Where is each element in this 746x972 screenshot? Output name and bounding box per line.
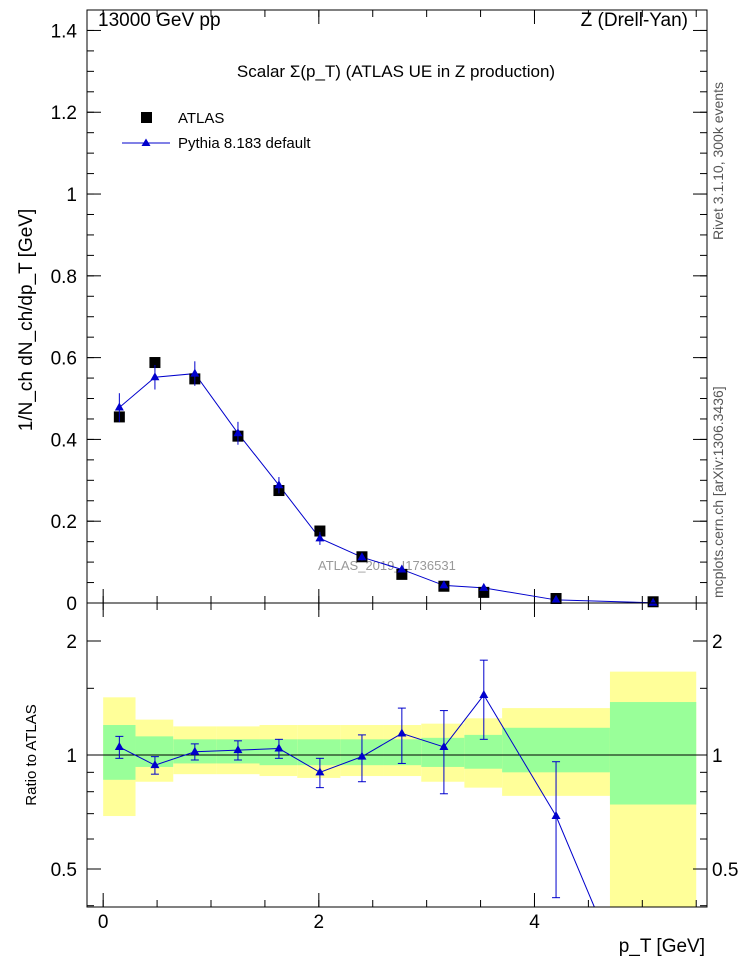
legend-mc-label: Pythia 8.183 default <box>178 135 311 152</box>
legend: ATLAS Pythia 8.183 default <box>122 110 311 152</box>
mc-data-point <box>150 372 160 381</box>
ratio-data-point <box>274 743 284 752</box>
main-marks <box>113 357 659 608</box>
main-y-ticks: 0 0.2 0.4 0.6 0.8 1 1.2 1.4 <box>51 9 707 615</box>
main-y-tick-label: 1.2 <box>51 103 77 124</box>
ratio-x-tick-label: 0 <box>98 912 109 933</box>
ratio-data-point <box>150 760 160 769</box>
mc-data-point <box>315 533 325 542</box>
ratio-band-inner <box>259 739 298 766</box>
ratio-bands <box>103 671 697 907</box>
legend-mc-marker <box>141 138 151 146</box>
ratio-band-inner <box>421 737 465 767</box>
plot-title: Scalar Σ(p_T) (ATLAS UE in Z production) <box>237 62 555 81</box>
ratio-data-point <box>551 811 561 820</box>
ratio-y-tick-label-right: 2 <box>712 632 723 653</box>
ratio-panel: 0.5 0.5 1 1 2 2 0 2 4 <box>51 602 738 933</box>
ratio-x-ticks: 0 2 4 <box>98 603 697 933</box>
mc-data-point <box>551 594 561 603</box>
ratio-x-tick-label: 2 <box>314 912 325 933</box>
mc-data-point <box>233 428 243 437</box>
process-label: Z (Drell-Yan) <box>581 10 688 31</box>
atlas-data-point <box>396 568 408 580</box>
main-y-tick-label: 0.2 <box>51 512 77 533</box>
legend-atlas-label: ATLAS <box>178 110 224 127</box>
ratio-series-line <box>119 694 595 908</box>
mc-data-point <box>648 597 658 606</box>
energy-label: 13000 GeV pp <box>98 10 221 31</box>
ratio-y-tick-label-left: 1 <box>66 746 77 767</box>
mc-data-point <box>114 402 124 411</box>
ratio-data-point <box>114 741 124 750</box>
mc-data-point <box>479 582 489 591</box>
ratio-marks <box>87 659 707 908</box>
ratio-data-point <box>233 745 243 754</box>
main-panel: 0 0.2 0.4 0.6 0.8 1 1.2 1.4 ATLAS_2019_I1736531… <box>51 9 708 615</box>
y-axis-title-ratio: Ratio to ATLAS <box>23 704 40 805</box>
main-y-tick-label: 0 <box>66 594 77 615</box>
ratio-y-tick-label-right: 1 <box>712 746 723 767</box>
ratio-band-inner <box>297 739 341 766</box>
x-axis-title: p_T [GeV] <box>619 936 705 957</box>
ratio-y-ticks: 0.5 0.5 1 1 2 2 <box>51 632 738 907</box>
ratio-data-point <box>357 751 367 760</box>
main-y-tick-label: 0.6 <box>51 349 77 370</box>
main-y-tick-label: 0.4 <box>51 430 78 451</box>
mc-data-point <box>190 368 200 377</box>
y-axis-title-main: 1/N_ch dN_ch/dp_T [GeV] <box>16 209 37 432</box>
ratio-y-tick-label-left: 0.5 <box>51 860 77 881</box>
ratio-y-tick-label-right: 0.5 <box>712 860 738 881</box>
ratio-data-point <box>439 741 449 750</box>
mc-data-point <box>357 552 367 561</box>
ratio-band-inner <box>383 739 422 766</box>
ratio-x-tick-label: 4 <box>529 912 540 933</box>
ratio-y-tick-label-left: 2 <box>66 632 77 653</box>
main-frame <box>86 9 708 604</box>
ratio-data-point <box>479 690 489 699</box>
atlas-data-point <box>149 357 161 369</box>
ratio-band-inner <box>609 702 697 805</box>
ratio-data-point <box>397 728 407 737</box>
main-y-tick-label: 1 <box>66 185 77 206</box>
analysis-watermark: ATLAS_2019_I1736531 <box>318 558 456 573</box>
legend-atlas-marker <box>141 112 152 123</box>
ratio-data-point <box>315 767 325 776</box>
mc-data-point <box>397 564 407 573</box>
main-y-tick-label: 0.8 <box>51 267 77 288</box>
atlas-data-point <box>478 586 490 598</box>
ratio-data-point <box>190 746 200 755</box>
rivet-label: Rivet 3.1.10, 300k events <box>710 82 726 240</box>
mcplots-label: mcplots.cern.ch [arXiv:1306.3436] <box>710 386 726 598</box>
mc-series-line <box>119 373 654 604</box>
ratio-band-inner <box>464 734 503 769</box>
mc-data-point <box>439 580 449 589</box>
mc-data-point <box>274 480 284 489</box>
main-y-tick-label: 1.4 <box>51 21 78 42</box>
atlas-data-point <box>314 525 326 537</box>
